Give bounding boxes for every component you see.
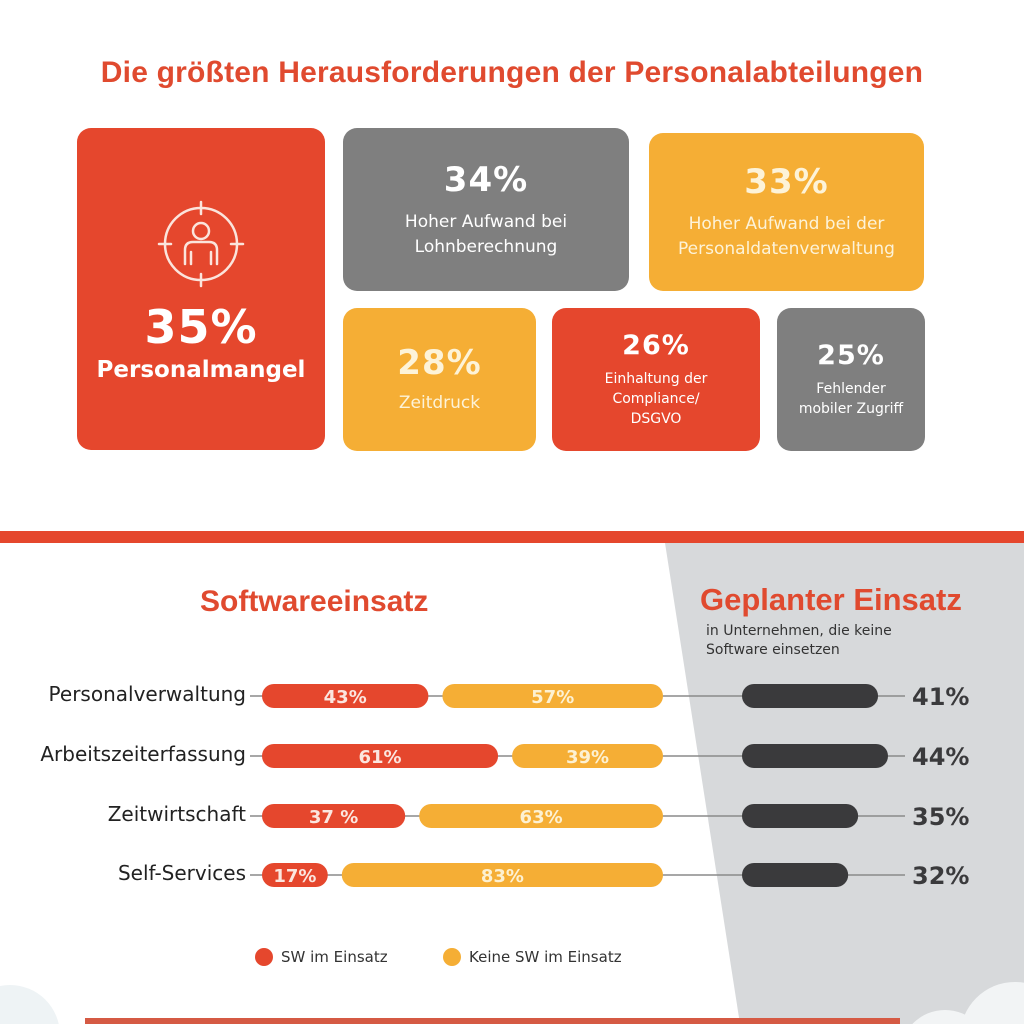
legend-dot-red (255, 948, 273, 966)
legend-dot-yellow (443, 948, 461, 966)
challenge-value: 34% (443, 159, 529, 200)
software-usage-title: Softwareeinsatz (200, 585, 429, 618)
challenge-card-mobiler-zugriff: 25% Fehlender mobiler Zugriff (777, 308, 925, 451)
planned-usage-subtitle: in Unternehmen, die keine Software einse… (706, 623, 892, 658)
challenge-value: 25% (817, 339, 885, 371)
challenge-card-personaldatenverwaltung: 33% Hoher Aufwand bei der Personaldatenv… (649, 133, 924, 291)
challenge-value: 35% (144, 300, 258, 355)
challenge-card-zeitdruck: 28% Zeitdruck (343, 308, 536, 451)
challenge-value: 33% (744, 162, 829, 203)
planned-usage-panel (665, 543, 1024, 1024)
challenge-card-compliance: 26% Einhaltung der Compliance/ DSGVO (552, 308, 760, 451)
legend-label: Keine SW im Einsatz (469, 948, 622, 966)
category-label: Self-Services (117, 861, 246, 885)
legend-item-sw-im-einsatz: SW im Einsatz (255, 948, 388, 966)
bottom-divider (85, 1018, 900, 1024)
category-label: Personalverwaltung (48, 682, 246, 706)
challenge-label: Hoher Aufwand bei der Personaldatenverwa… (678, 214, 895, 259)
challenge-card-lohnberechnung: 34% Hoher Aufwand bei Lohnberechnung (343, 128, 629, 291)
planned-usage-title: Geplanter Einsatz (700, 582, 962, 617)
legend-label: SW im Einsatz (281, 948, 388, 966)
challenge-card-personalmangel: 35% Personalmangel (77, 128, 325, 450)
category-label: Arbeitszeiterfassung (40, 742, 246, 766)
challenge-label: Zeitdruck (398, 393, 481, 414)
challenge-label: Fehlender mobiler Zugriff (798, 380, 904, 417)
challenge-label: Personalmangel (96, 357, 306, 384)
challenge-label: Einhaltung der Compliance/ DSGVO (604, 370, 708, 428)
category-label: Zeitwirtschaft (107, 802, 246, 826)
challenge-value: 26% (622, 329, 690, 361)
page-title: Die größten Herausforderungen der Person… (100, 56, 924, 89)
challenge-label: Hoher Aufwand bei Lohnberechnung (404, 211, 568, 257)
legend-item-keine-sw: Keine SW im Einsatz (443, 948, 622, 966)
challenge-value: 28% (397, 343, 482, 384)
section-divider (0, 531, 1024, 543)
person-target-icon (157, 201, 245, 288)
